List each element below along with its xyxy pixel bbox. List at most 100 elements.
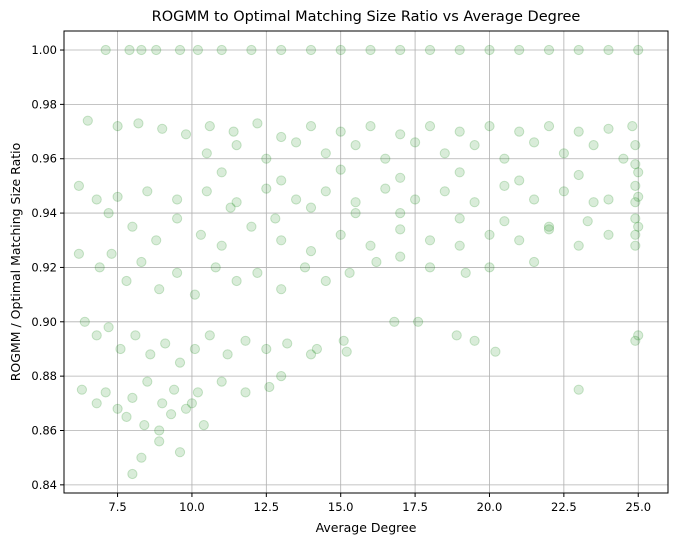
data-point xyxy=(543,221,555,232)
data-point xyxy=(603,44,614,56)
y-tick-label: 0.88 xyxy=(31,369,57,383)
data-point xyxy=(338,335,349,346)
data-point xyxy=(100,387,111,398)
data-point xyxy=(573,240,584,251)
data-point xyxy=(395,44,406,56)
data-point xyxy=(133,118,144,129)
x-axis-ticks: 7.5 10.0 12.5 15.0 17.5 20.0 22.5 25.0 xyxy=(108,493,651,514)
data-point xyxy=(216,44,227,56)
data-point xyxy=(166,409,177,420)
data-point xyxy=(172,213,183,224)
data-point xyxy=(151,44,162,56)
data-point xyxy=(73,248,85,259)
data-point xyxy=(529,137,540,148)
data-point xyxy=(201,186,212,197)
data-point xyxy=(529,256,540,268)
data-point xyxy=(127,221,138,232)
data-point xyxy=(320,186,331,197)
data-point xyxy=(365,44,376,56)
data-point xyxy=(276,44,287,56)
data-point xyxy=(320,275,331,287)
data-point xyxy=(627,121,638,132)
data-point xyxy=(261,153,272,164)
data-point xyxy=(341,346,352,357)
y-tick-label: 1.00 xyxy=(31,43,57,57)
data-point xyxy=(395,208,406,219)
data-point xyxy=(454,167,465,178)
data-point xyxy=(305,246,317,257)
data-point xyxy=(618,153,629,164)
data-point xyxy=(350,197,361,208)
data-point xyxy=(424,235,436,246)
data-point xyxy=(630,159,641,170)
data-point xyxy=(499,216,510,227)
data-point xyxy=(371,256,382,268)
x-tick-label: 10.0 xyxy=(179,500,205,514)
data-point xyxy=(174,447,186,458)
data-point xyxy=(276,131,287,143)
data-point xyxy=(633,191,644,202)
data-point xyxy=(130,330,141,341)
data-point xyxy=(588,197,599,208)
data-point xyxy=(410,137,421,148)
data-point xyxy=(246,44,257,56)
data-point xyxy=(514,175,525,186)
data-point xyxy=(633,221,644,232)
data-point xyxy=(174,357,186,368)
data-point xyxy=(543,224,555,235)
data-point xyxy=(189,289,200,300)
data-point xyxy=(395,129,406,140)
data-point xyxy=(305,202,317,213)
data-point xyxy=(154,436,165,447)
y-axis-label: ROGMM / Optimal Matching Size Ratio xyxy=(8,143,23,382)
data-point xyxy=(514,235,525,246)
data-points xyxy=(73,44,644,480)
data-point xyxy=(543,44,555,56)
data-point xyxy=(136,44,147,56)
data-point xyxy=(225,202,236,213)
data-point xyxy=(252,118,263,129)
data-point xyxy=(103,208,114,219)
data-point xyxy=(424,44,436,56)
data-point xyxy=(305,121,317,132)
x-tick-label: 22.5 xyxy=(551,500,577,514)
data-point xyxy=(454,44,465,56)
data-point xyxy=(169,384,180,395)
data-point xyxy=(305,44,317,56)
data-point xyxy=(174,44,186,56)
data-point xyxy=(73,180,85,191)
data-point xyxy=(633,167,644,178)
data-point xyxy=(192,44,203,56)
data-point xyxy=(91,398,102,409)
data-point xyxy=(91,330,102,341)
data-point xyxy=(151,235,162,246)
data-point xyxy=(335,229,346,240)
data-point xyxy=(305,349,317,360)
data-point xyxy=(484,44,495,56)
data-point xyxy=(335,126,346,137)
x-tick-label: 25.0 xyxy=(625,500,651,514)
data-point xyxy=(630,197,641,208)
data-point xyxy=(79,316,90,327)
data-point xyxy=(630,213,641,224)
data-point xyxy=(490,346,501,357)
data-point xyxy=(380,153,391,164)
data-point xyxy=(276,175,287,186)
data-point xyxy=(76,384,88,395)
data-point xyxy=(180,403,192,414)
data-point xyxy=(395,224,406,235)
data-point xyxy=(198,420,209,431)
data-point xyxy=(335,44,346,56)
data-point xyxy=(216,240,227,251)
x-tick-label: 17.5 xyxy=(402,500,428,514)
data-point xyxy=(454,126,465,137)
data-point xyxy=(529,194,540,205)
data-point xyxy=(240,387,251,398)
data-point xyxy=(499,153,510,164)
data-point xyxy=(484,229,495,240)
data-point xyxy=(204,330,215,341)
data-point xyxy=(344,267,355,278)
data-point xyxy=(573,169,584,181)
data-point xyxy=(127,392,138,403)
data-point xyxy=(172,194,183,205)
